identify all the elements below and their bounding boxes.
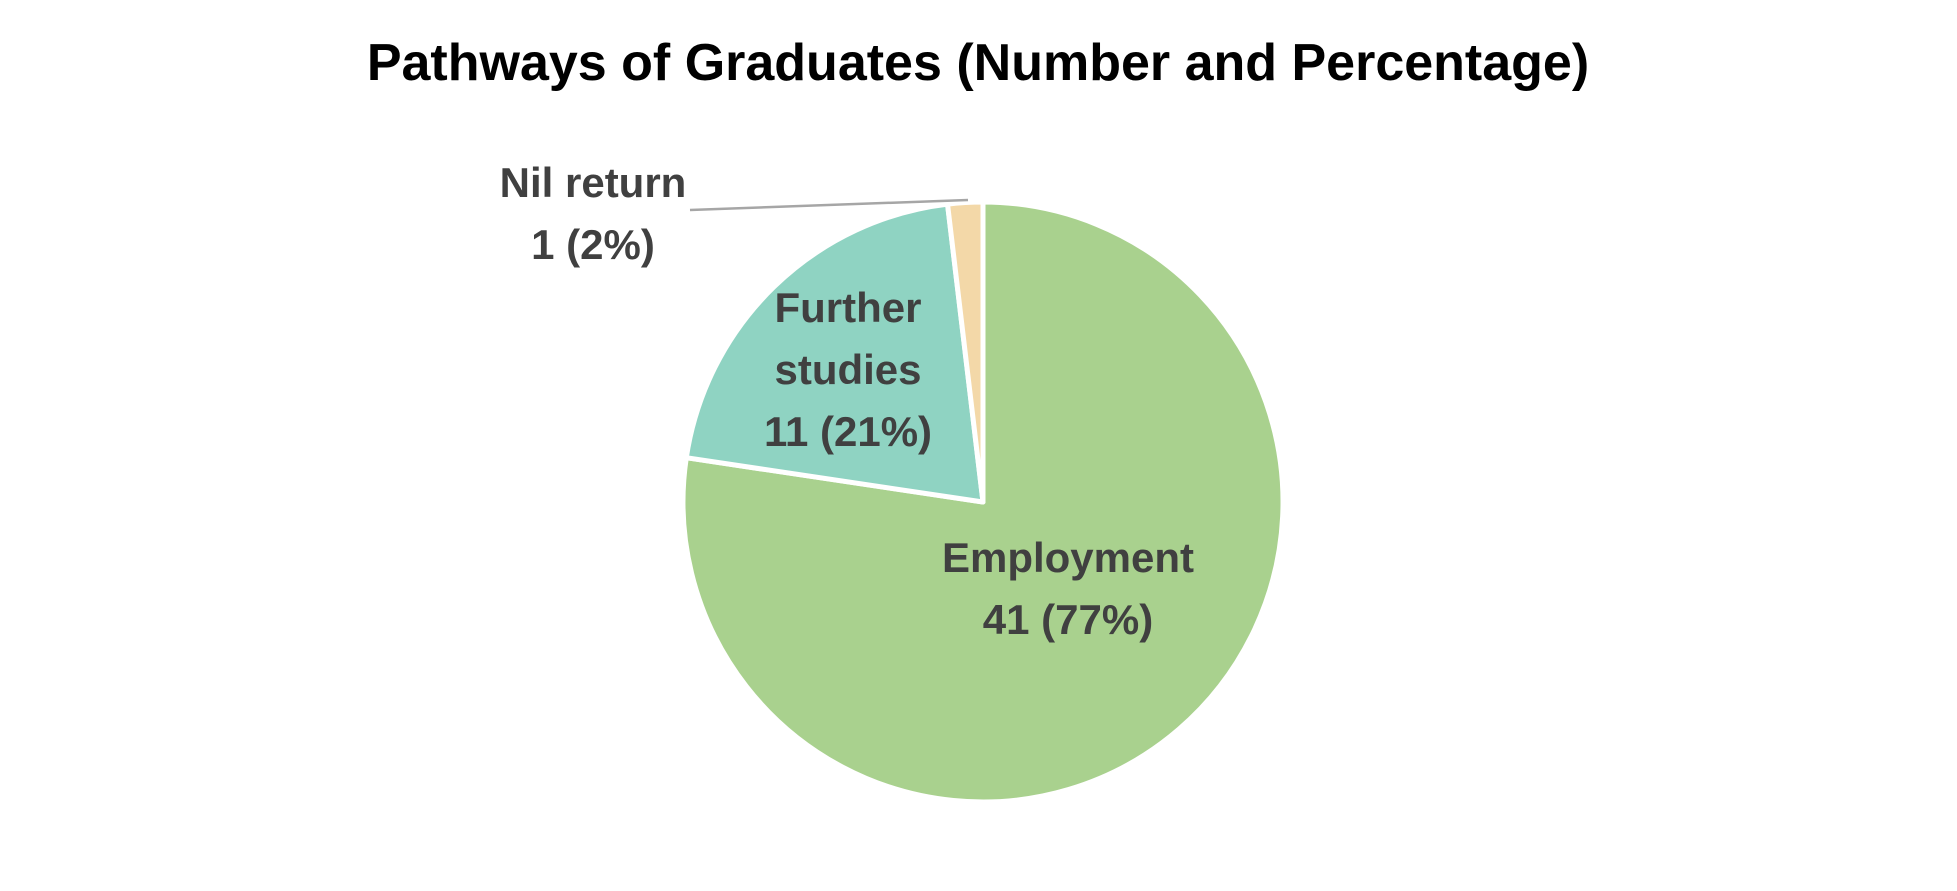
data-label-line: 11 (21%) xyxy=(764,408,932,455)
data-label-further-studies: Further studies 11 (21%) xyxy=(764,284,932,455)
chart-title: Pathways of Graduates (Number and Percen… xyxy=(367,34,1589,92)
data-label-nil-return: Nil return 1 (2%) xyxy=(500,159,687,268)
leader-lines xyxy=(689,198,969,212)
pie-slice-nil-return xyxy=(945,199,986,505)
data-label-line: Employment xyxy=(942,534,1194,581)
pie-slice-further-studies xyxy=(683,201,986,505)
data-label-line: 1 (2%) xyxy=(531,221,655,268)
data-label-employment: Employment 41 (77%) xyxy=(942,534,1194,643)
leader-line-nil-return xyxy=(689,198,969,212)
data-label-line: 41 (77%) xyxy=(983,596,1153,643)
data-label-line: studies xyxy=(774,346,921,393)
data-label-line: Nil return xyxy=(500,159,687,206)
data-labels: Employment 41 (77%) Further studies 11 (21%)… xyxy=(500,159,1194,643)
data-label-line: Further xyxy=(775,284,922,331)
pie-slices xyxy=(680,199,1286,805)
